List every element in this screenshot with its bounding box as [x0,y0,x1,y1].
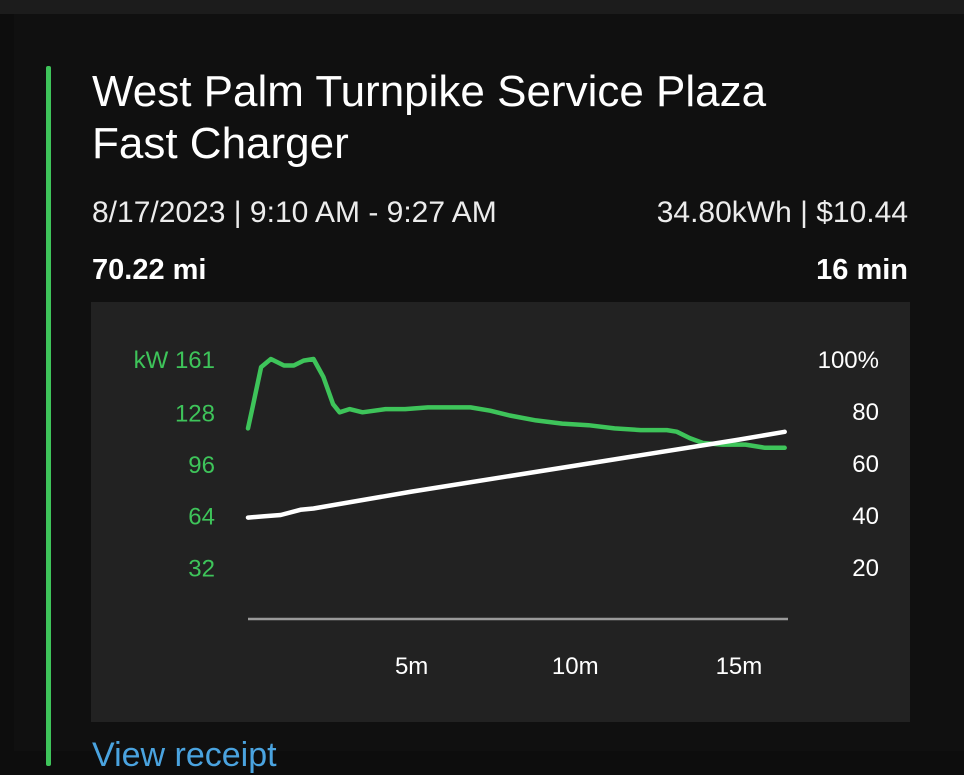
right-axis-tick-label: 60 [852,451,879,478]
right-axis-tick-label: 40 [852,503,879,530]
left-axis-tick-label: 32 [188,555,215,582]
left-axis-tick-label: 128 [175,400,215,427]
x-axis-tick-label: 15m [716,653,763,680]
x-axis-tick-label: 10m [552,653,599,680]
state-of-charge-series-line [245,429,787,520]
miles-added: 70.22 mi [92,254,207,286]
charger-title: West Palm Turnpike Service Plaza Fast Ch… [92,66,872,170]
right-axis-tick-label: 20 [852,555,879,582]
left-axis-tick-label: kW 161 [134,347,215,374]
right-axis-tick-label: 100% [818,347,879,374]
session-date-time: 8/17/2023 | 9:10 AM - 9:27 AM [92,196,497,229]
session-energy-cost: 34.80kWh | $10.44 [656,196,908,229]
charging-curve-chart: 32 64 96 128 kW 161 20 40 60 80 100% 5m 10m 15m [91,302,910,722]
right-axis-tick-label: 80 [852,399,879,426]
session-duration: 16 min [816,254,908,286]
left-axis-tick-label: 64 [188,504,215,531]
card-accent-bar [46,66,51,766]
power-kw-series-line [245,356,787,451]
top-bar [0,0,964,14]
charger-name: West Palm Turnpike Service Plaza [92,67,767,116]
x-axis-tick-label: 5m [395,653,428,680]
charger-type: Fast Charger [92,119,349,168]
left-axis-tick-label: 96 [188,452,215,479]
view-receipt-link[interactable]: View receipt [92,736,277,774]
chart-svg: 32 64 96 128 kW 161 20 40 60 80 100% 5m 10m 15m [134,347,879,680]
